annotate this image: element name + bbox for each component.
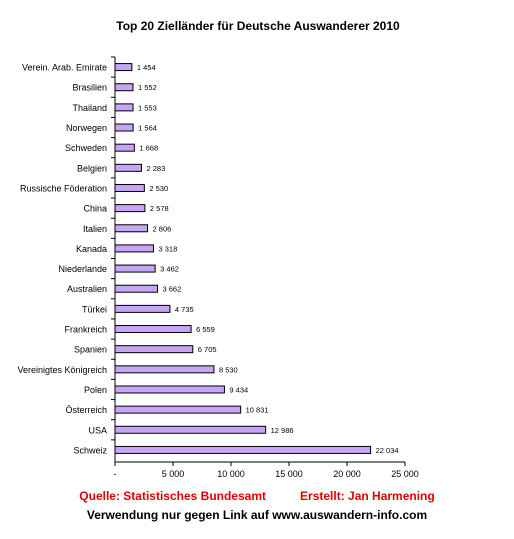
category-label: Norwegen — [66, 123, 107, 133]
category-label: Niederlande — [58, 264, 107, 274]
bar — [114, 163, 142, 172]
value-label: 3 318 — [158, 244, 177, 253]
bar — [114, 365, 215, 374]
bar — [114, 284, 158, 293]
category-label: USA — [88, 425, 107, 435]
bar — [114, 304, 171, 313]
category-label: Kanada — [76, 244, 107, 254]
value-label: 12 986 — [271, 426, 294, 435]
value-label: 3 462 — [160, 265, 179, 274]
x-tick-label: 5 000 — [162, 469, 185, 479]
bar — [114, 183, 145, 192]
category-label: Italien — [83, 224, 107, 234]
x-tick-label: 15 000 — [275, 469, 303, 479]
value-label: 22 034 — [376, 446, 399, 455]
category-label: Thailand — [72, 103, 107, 113]
source-text: Quelle: Statistisches Bundesamt — [79, 489, 267, 503]
source-line: Quelle: Statistisches Bundesamt Erstellt:… — [0, 489, 514, 503]
category-label: Brasilien — [72, 83, 107, 93]
category-label: China — [83, 204, 107, 214]
value-label: 1 454 — [137, 63, 156, 72]
bar-chart: Top 20 Zielländer für Deutsche Auswander… — [17, 19, 419, 479]
bar — [114, 244, 154, 253]
category-label: Österreich — [65, 405, 107, 415]
value-label: 4 735 — [175, 305, 194, 314]
category-label: Polen — [84, 385, 107, 395]
bar — [114, 204, 146, 213]
bar — [114, 103, 134, 112]
value-label: 9 434 — [229, 385, 248, 394]
value-label: 10 831 — [246, 406, 269, 415]
x-tick-label: 25 000 — [391, 469, 419, 479]
value-label: 3 662 — [162, 285, 181, 294]
bar — [114, 425, 267, 434]
bar — [114, 385, 225, 394]
category-label: Schweiz — [73, 445, 107, 455]
category-label: Australien — [67, 284, 107, 294]
bar — [114, 345, 194, 354]
category-label: Verein. Arab. Emirate — [22, 63, 107, 73]
value-label: 1 552 — [138, 83, 157, 92]
value-label: 2 530 — [149, 184, 168, 193]
bar — [114, 143, 135, 152]
bar — [114, 264, 156, 273]
bar — [114, 405, 242, 414]
category-label: Spanien — [74, 345, 107, 355]
value-label: 1 553 — [138, 103, 157, 112]
value-label: 6 559 — [196, 325, 215, 334]
chart-title: Top 20 Zielländer für Deutsche Auswander… — [116, 19, 400, 33]
category-label: Türkei — [82, 304, 107, 314]
x-tick-label: - — [114, 469, 117, 479]
category-label: Russische Föderation — [20, 183, 107, 193]
category-label: Schweden — [65, 143, 107, 153]
bar — [114, 325, 192, 334]
category-label: Frankreich — [64, 325, 107, 335]
category-label: Belgien — [77, 163, 107, 173]
bar — [114, 224, 149, 233]
value-label: 1 668 — [139, 144, 158, 153]
value-label: 6 705 — [198, 345, 217, 354]
credit-text: Erstellt: Jan Harmening — [300, 489, 435, 503]
value-label: 8 530 — [219, 365, 238, 374]
value-label: 2 283 — [146, 164, 165, 173]
x-tick-label: 10 000 — [217, 469, 245, 479]
link-note: Verwendung nur gegen Link auf www.auswan… — [86, 508, 428, 522]
value-label: 2 806 — [153, 224, 172, 233]
bar — [114, 445, 372, 454]
value-label: 2 578 — [150, 204, 169, 213]
bar — [114, 123, 134, 132]
bar — [114, 63, 133, 72]
bar — [114, 83, 134, 92]
value-label: 1 564 — [138, 124, 157, 133]
x-tick-label: 20 000 — [333, 469, 361, 479]
category-label: Vereinigtes Königreich — [17, 365, 107, 375]
